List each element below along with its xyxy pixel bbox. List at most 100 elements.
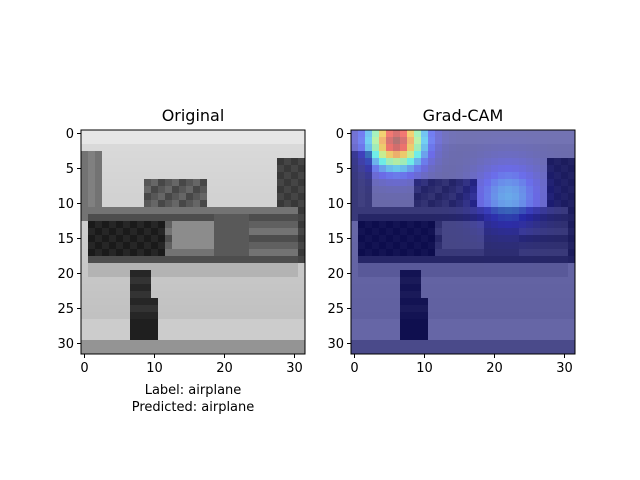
original-pixel [123,137,131,145]
original-pixel [270,298,278,306]
original-pixel [228,200,236,208]
gradcam-pixel [484,249,492,257]
gradcam-pixel [561,312,569,320]
original-pixel [116,249,124,257]
gradcam-pixel [477,249,485,257]
original-pixel [214,165,222,173]
gradcam-pixel [351,333,359,341]
original-pixel [186,319,194,327]
original-pixel [277,326,285,334]
original-pixel [263,270,271,278]
gradcam-pixel [533,347,541,355]
original-pixel [221,305,229,313]
original-pixel [165,235,173,243]
gradcam-pixel [505,200,513,208]
gradcam-pixel [498,144,506,152]
gradcam-pixel [449,270,457,278]
gradcam-pixel [365,242,373,250]
gradcam-pixel [512,228,520,236]
original-pixel [144,228,152,236]
original-pixel [193,319,201,327]
gradcam-pixel [463,305,471,313]
gradcam-pixel [484,228,492,236]
gradcam-pixel [442,333,450,341]
gradcam-pixel [526,242,534,250]
original-pixel [109,165,117,173]
original-pixel [207,291,215,299]
gradcam-pixel [484,298,492,306]
gradcam-pixel [526,130,534,138]
original-pixel [186,291,194,299]
original-pixel [81,235,89,243]
gradcam-pixel [442,158,450,166]
original-pixel [284,130,292,138]
original-pixel [284,193,292,201]
gradcam-pixel [463,340,471,348]
gradcam-pixel [561,235,569,243]
original-pixel [284,270,292,278]
original-pixel [193,249,201,257]
gradcam-pixel [358,186,366,194]
gradcam-pixel [393,347,401,355]
gradcam-pixel [407,186,415,194]
original-pixel [193,214,201,222]
original-pixel [270,249,278,257]
gradcam-pixel [498,214,506,222]
original-pixel [291,179,299,187]
gradcam-pixel [463,158,471,166]
original-pixel [172,333,180,341]
gradcam-pixel [512,277,520,285]
original-pixel [81,291,89,299]
gradcam-pixel [379,319,387,327]
gradcam-pixel [435,277,443,285]
gradcam-pixel [435,305,443,313]
original-pixel [123,228,131,236]
original-pixel [214,235,222,243]
original-pixel [298,340,306,348]
original-pixel [291,326,299,334]
original-pixel [221,340,229,348]
original-pixel [123,340,131,348]
gradcam-pixel [463,193,471,201]
original-pixel [172,291,180,299]
gradcam-pixel [421,333,429,341]
gradcam-pixel [463,151,471,159]
original-pixel [109,319,117,327]
gradcam-pixel [554,340,562,348]
original-pixel [221,228,229,236]
gradcam-pixel [470,347,478,355]
original-pixel [298,172,306,180]
gradcam-pixel [547,221,555,229]
gradcam-pixel [414,263,422,271]
gradcam-pixel [533,172,541,180]
original-pixel [200,221,208,229]
gradcam-pixel [456,221,464,229]
original-pixel [214,151,222,159]
original-pixel [102,228,110,236]
original-pixel [151,151,159,159]
original-pixel [123,249,131,257]
gradcam-pixel [470,256,478,264]
gradcam-pixel [400,270,408,278]
original-pixel [144,130,152,138]
original-pixel [242,326,250,334]
original-pixel [81,165,89,173]
original-pixel [123,158,131,166]
original-pixel [81,333,89,341]
original-pixel [88,235,96,243]
original-pixel [207,263,215,271]
gradcam-pixel [484,158,492,166]
gradcam-pixel [533,249,541,257]
gradcam-pixel [519,158,527,166]
original-pixel [242,200,250,208]
gradcam-pixel [407,347,415,355]
original-pixel [165,165,173,173]
gradcam-pixel [351,151,359,159]
original-pixel [193,263,201,271]
gradcam-pixel [435,312,443,320]
gradcam-pixel [400,298,408,306]
original-pixel [298,347,306,355]
original-pixel [200,130,208,138]
gradcam-pixel [484,221,492,229]
original-pixel [242,291,250,299]
